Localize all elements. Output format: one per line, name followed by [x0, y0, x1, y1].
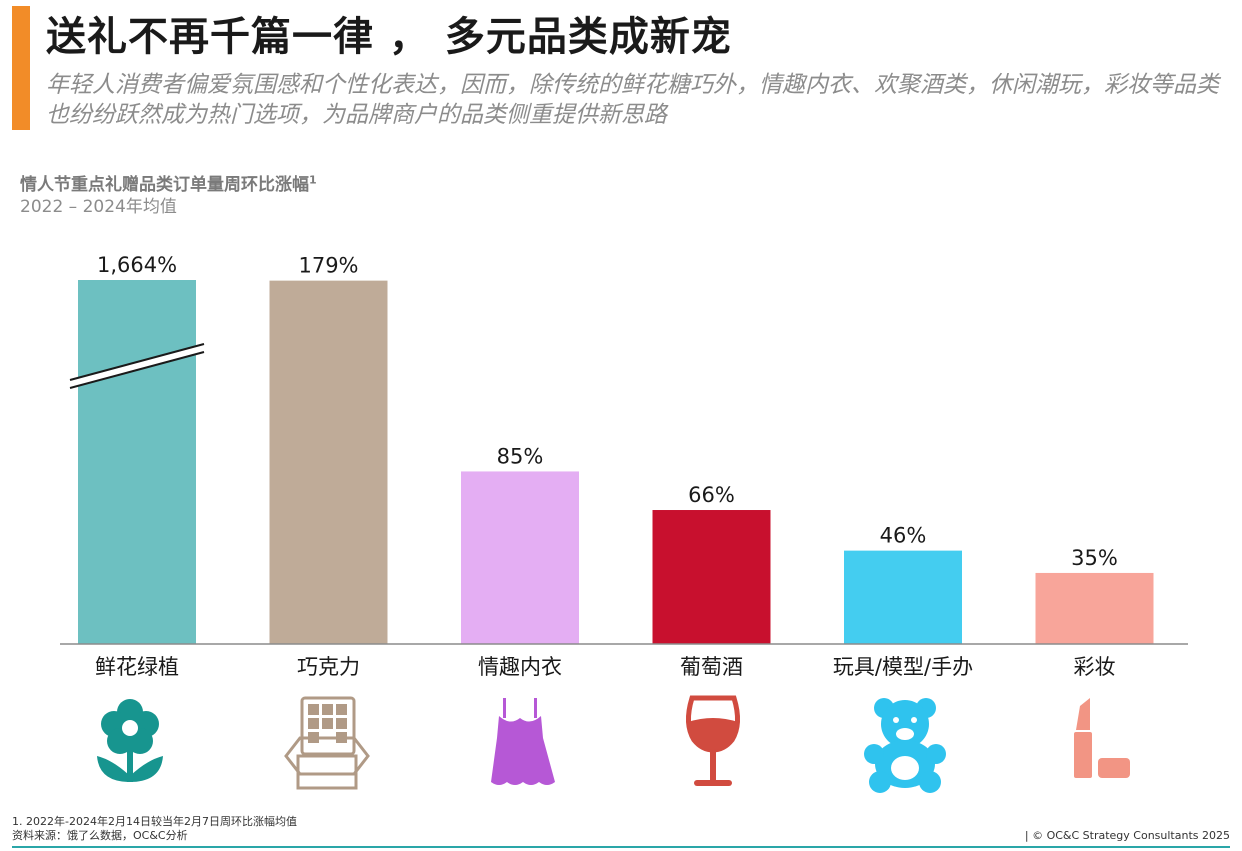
bottom-rule	[12, 846, 1230, 848]
value-label-0: 1,664%	[97, 253, 177, 277]
value-label-4: 46%	[880, 524, 927, 548]
chart-title-text: 情人节重点礼赠品类订单量周环比涨幅	[20, 175, 309, 195]
axis-break-mark	[69, 343, 205, 389]
value-label-1: 179%	[298, 254, 358, 278]
footnote-note: 1. 2022年-2024年2月14日较当年2月7日周环比涨幅均值	[12, 815, 297, 828]
lipstick-icon	[1074, 698, 1130, 778]
accent-bar	[12, 6, 30, 130]
footnote: 1. 2022年-2024年2月14日较当年2月7日周环比涨幅均值 资料来源：饿…	[12, 815, 297, 843]
category-label-3: 葡萄酒	[680, 655, 743, 679]
bar-3	[652, 510, 771, 644]
category-label-5: 彩妆	[1074, 655, 1116, 679]
lingerie-icon	[491, 698, 555, 785]
bar-2	[461, 471, 579, 644]
chart-title: 情人节重点礼赠品类订单量周环比涨幅1	[20, 170, 317, 195]
chart-title-footnote-marker: 1	[309, 173, 317, 187]
category-label-2: 情趣内衣	[478, 655, 562, 679]
bar-chart: 1,664% 鲜花绿植 179% 巧克力 85% 情趣内衣 66% 葡萄酒 46% 玩具/模型/手…	[60, 253, 1188, 679]
category-label-4: 玩具/模型/手办	[833, 655, 973, 679]
copyright: | © OC&C Strategy Consultants 2025	[1024, 829, 1230, 842]
bar-1	[269, 280, 388, 644]
value-label-5: 35%	[1071, 546, 1118, 570]
teddy-bear-icon	[864, 698, 946, 793]
bar-4	[844, 550, 962, 644]
page-title: 送礼不再千篇一律 ， 多元品类成新宠	[46, 14, 732, 60]
chart-subtitle: 2022 – 2024年均值	[20, 197, 177, 217]
wine-glass-icon	[686, 695, 740, 786]
flower-icon	[97, 699, 163, 782]
bar-0	[78, 280, 196, 644]
category-label-1: 巧克力	[297, 655, 360, 679]
value-label-3: 66%	[688, 483, 735, 507]
page-subtitle: 年轻人消费者偏爱氛围感和个性化表达，因而，除传统的鲜花糖巧外，情趣内衣、欢聚酒类…	[46, 72, 1219, 128]
chocolate-icon	[284, 696, 370, 790]
bar-5	[1035, 572, 1154, 644]
value-label-2: 85%	[497, 444, 544, 468]
category-label-0: 鲜花绿植	[95, 655, 179, 679]
footnote-source: 资料来源：饿了么数据，OC&C分析	[12, 829, 188, 842]
